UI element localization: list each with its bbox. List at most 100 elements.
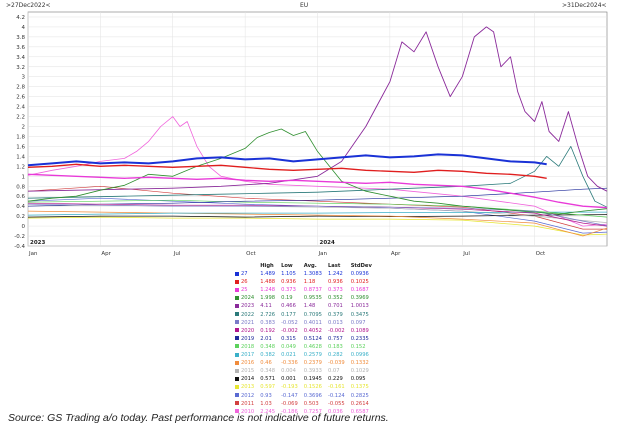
legend-last: 0.282	[327, 352, 343, 359]
series-line-2021	[27, 203, 608, 226]
series-line-27	[27, 153, 547, 167]
legend-high: 0.348	[260, 343, 276, 350]
legend-stddev: 0.097	[350, 319, 366, 326]
legend-swatch	[235, 312, 239, 317]
legend-low: 0.049	[281, 343, 296, 350]
legend-row: 2014 0.571 0.001 0.1945 0.229 0.095	[232, 375, 375, 383]
y-tick-label: 2.6	[16, 95, 25, 101]
y-tick-label: 0.6	[16, 194, 25, 200]
legend-last: -0.124	[327, 392, 345, 399]
legend-high: 0.348	[260, 368, 276, 375]
legend-low: -0.336	[281, 360, 298, 367]
legend-low: -0.002	[281, 327, 298, 334]
legend-label: 2023	[241, 303, 255, 310]
legend-row: 27 1.489 1.105 1.3083 1.242 0.0936	[232, 270, 375, 278]
legend-last: 0.183	[327, 343, 343, 350]
legend-row: 2011 1.03 -0.069 0.503 -0.055 0.2614	[232, 400, 375, 408]
legend-high: 0.383	[260, 319, 276, 326]
legend-avg: 0.5124	[303, 335, 322, 342]
legend-series-name: 2015	[232, 367, 257, 375]
legend-stddev: 1.0013	[350, 303, 369, 310]
legend-stddev: 0.1025	[350, 279, 369, 286]
legend-label: 2015	[241, 368, 255, 375]
legend-stddev: 0.095	[350, 376, 366, 383]
series-line-26	[27, 163, 547, 179]
legend-avg: 0.1526	[303, 384, 322, 391]
legend-last: -0.039	[327, 360, 345, 367]
legend-avg: 0.7257	[303, 408, 322, 415]
y-tick-label: 1.4	[16, 154, 25, 160]
legend-row: 2022 2.726 0.177 0.7095 0.379 0.3475	[232, 311, 375, 319]
line-chart: -0.4 -0.2 0 0.2 0.4 0.6 0.8 1 1.2 1.4 1.6 1.8 2 2.2 2.…	[14, 11, 608, 257]
legend-label: 2013	[241, 384, 255, 391]
y-tick-label: 0.2	[16, 214, 25, 220]
y-tick-label: -0.4	[14, 244, 25, 250]
legend-avg: 0.3933	[303, 368, 322, 375]
y-tick-label: 1.8	[16, 134, 25, 140]
legend-low: -0.147	[281, 392, 298, 399]
legend-avg: 0.1945	[303, 376, 322, 383]
y-tick-label: 2	[22, 125, 26, 131]
legend-low: 1.105	[281, 271, 296, 278]
legend-high: 0.192	[260, 327, 276, 334]
legend-high: 1.248	[260, 287, 276, 294]
legend-stddev: 0.1089	[350, 327, 369, 334]
y-tick-label: 2.2	[16, 115, 25, 121]
series-line-2023	[27, 26, 608, 192]
legend-avg: 1.3083	[303, 271, 322, 278]
legend-row: 26 1.488 0.936 1.18 0.936 0.1025	[232, 278, 375, 286]
legend-high: 0.382	[260, 352, 276, 359]
legend-avg: 0.2579	[303, 352, 322, 359]
legend-low: 0.466	[281, 303, 296, 310]
legend-label: 2017	[241, 352, 255, 359]
legend-label: 2022	[241, 311, 255, 318]
legend-last: 0.373	[327, 287, 343, 294]
legend-row: 2018 0.348 0.049 0.4628 0.183 0.152	[232, 343, 375, 351]
legend-swatch	[235, 368, 239, 373]
legend-avg: 0.2379	[303, 360, 322, 367]
legend-stddev: 0.2335	[350, 335, 369, 342]
source-caption: Source: GS Trading a/o today. Past perfo…	[8, 412, 389, 424]
legend-header-avg: Avg.	[303, 263, 317, 269]
legend-low: 0.19	[281, 295, 293, 302]
legend-header-row: High Low Avg. Last StdDev	[232, 262, 375, 270]
legend-avg: 0.4052	[303, 327, 322, 334]
legend-swatch	[235, 360, 239, 365]
legend-stddev: 0.2825	[350, 392, 369, 399]
x-tick-label: Apr	[101, 251, 111, 257]
legend-high: 0.571	[260, 376, 276, 383]
legend-last: 0.936	[327, 279, 343, 286]
legend-high: 0.597	[260, 384, 276, 391]
legend-last: 0.036	[327, 408, 343, 415]
legend-row: 2016 0.46 -0.336 0.2379 -0.039 0.1332	[232, 359, 375, 367]
chart-container: >27Dec2022< EU >31Dec2024< -0.4 -0.2 0 0.2 0…	[6, 2, 608, 415]
y-tick-label: 4.2	[16, 15, 25, 21]
legend-series-name: 2022	[232, 311, 257, 319]
legend-last: 1.242	[327, 271, 343, 278]
legend-high: 0.46	[260, 360, 272, 367]
legend-label: 2020	[241, 327, 255, 334]
y-tick-label: 3.8	[16, 35, 25, 41]
x-tick-label: Jan	[28, 251, 38, 257]
series-line-2017	[27, 211, 607, 216]
x-tick-label: Apr	[391, 251, 401, 257]
legend-high: 1.489	[260, 271, 276, 278]
legend-swatch	[235, 352, 239, 357]
legend-series-name: 2014	[232, 375, 257, 383]
legend-avg: 0.503	[303, 400, 319, 407]
legend-last: 0.379	[327, 311, 343, 318]
legend-stddev: 0.1029	[350, 368, 369, 375]
legend-series-name: 25	[232, 286, 257, 294]
series-line-2019	[27, 187, 608, 207]
legend-series-name: 2018	[232, 343, 257, 351]
legend-high: 4.11	[260, 303, 272, 310]
x-tick-label: Oct	[246, 251, 256, 257]
legend-row: 2012 0.93 -0.147 0.3696 -0.124 0.2825	[232, 392, 375, 400]
legend-series-name: 2019	[232, 335, 257, 343]
legend-series-name: 2016	[232, 359, 257, 367]
x-tick-label: Jan	[318, 251, 328, 257]
legend-swatch	[235, 295, 239, 300]
legend-row: 25 1.248 0.373 0.8737 0.373 0.1687	[232, 286, 375, 294]
legend-series-name: 2024	[232, 294, 257, 302]
legend-low: 0.315	[281, 335, 296, 342]
